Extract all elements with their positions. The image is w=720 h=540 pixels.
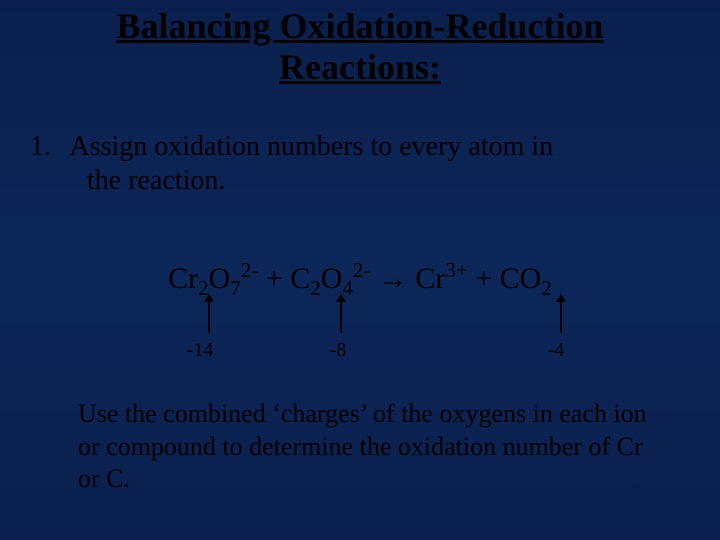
annotation-arrow: [560, 295, 562, 333]
equation-term: O42-: [321, 262, 371, 295]
title-line-2: Reactions:: [279, 47, 441, 87]
step-1: 1. Assign oxidation numbers to every ato…: [30, 130, 680, 197]
annotation-label: -8: [318, 339, 358, 362]
step-text-line-1: Assign oxidation numbers to every atom i…: [69, 131, 553, 162]
annotation-arrow: [340, 295, 342, 333]
equation-term: Cr2: [168, 262, 209, 295]
step-number: 1.: [30, 130, 64, 164]
footnote-text: Use the combined ‘charges’ of the oxygen…: [78, 398, 670, 496]
equation-term: CO2: [500, 262, 552, 295]
reaction-arrow: →: [378, 262, 408, 295]
slide-title: Balancing Oxidation-Reduction Reactions:: [0, 0, 720, 89]
equation-term: C2: [290, 262, 321, 295]
title-line-1: Balancing Oxidation-Reduction: [116, 6, 603, 46]
annotation-label: -4: [536, 339, 576, 362]
equation-term: Cr3+: [415, 262, 467, 295]
annotation-arrow: [208, 295, 210, 333]
annotation-label: -14: [180, 339, 220, 362]
step-text-line-2: the reaction.: [87, 165, 225, 196]
oxygen-charge-annotations: -14 -8 -4: [0, 295, 720, 375]
equation-term: O72-: [209, 262, 259, 295]
